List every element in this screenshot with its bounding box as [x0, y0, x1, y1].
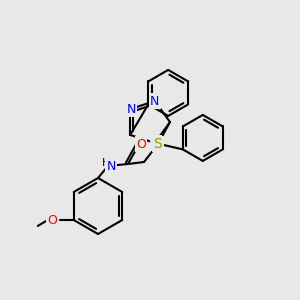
Text: O: O — [136, 137, 146, 151]
Text: N: N — [150, 94, 160, 108]
Text: S: S — [154, 137, 162, 151]
Text: N: N — [127, 103, 136, 116]
Text: N: N — [106, 160, 116, 172]
Text: O: O — [47, 214, 57, 226]
Text: N: N — [151, 136, 160, 149]
Text: H: H — [102, 158, 110, 168]
